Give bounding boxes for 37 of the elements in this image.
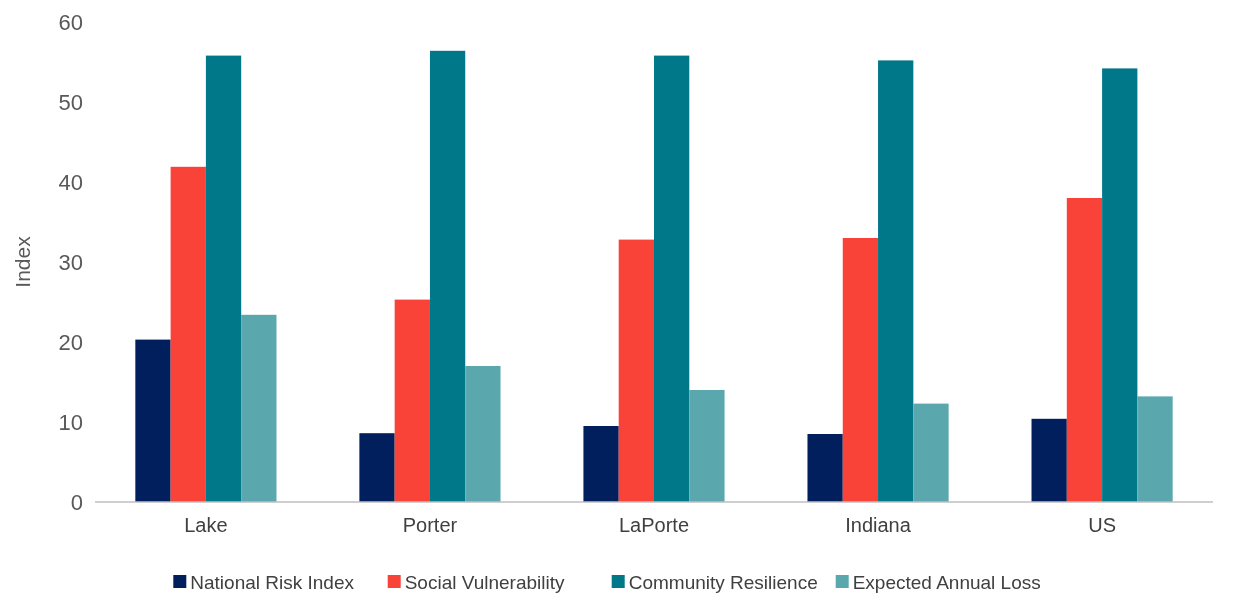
legend-label: National Risk Index bbox=[190, 571, 355, 593]
y-tick-label: 10 bbox=[58, 409, 83, 435]
y-tick-label: 40 bbox=[58, 169, 83, 195]
legend-label: Social Vulnerability bbox=[404, 571, 566, 593]
bar bbox=[205, 55, 242, 502]
bar bbox=[465, 366, 501, 502]
bar bbox=[394, 299, 430, 502]
bar bbox=[135, 339, 171, 502]
y-tick-label: 60 bbox=[58, 9, 83, 35]
legend-label: Community Resilience bbox=[628, 571, 818, 593]
x-tick-label: Lake bbox=[184, 514, 228, 536]
bar bbox=[1031, 418, 1067, 502]
bar bbox=[359, 433, 395, 502]
bar bbox=[1102, 68, 1138, 502]
bar bbox=[842, 238, 879, 502]
x-tick-label: Porter bbox=[402, 514, 458, 536]
bar bbox=[807, 434, 843, 502]
bar bbox=[1137, 396, 1173, 502]
legend-label: Expected Annual Loss bbox=[852, 571, 1041, 593]
y-tick-label: 50 bbox=[58, 89, 83, 115]
bar bbox=[1066, 198, 1103, 502]
x-tick-label: LaPorte bbox=[618, 514, 690, 536]
y-tick-label: 30 bbox=[58, 249, 83, 275]
bar bbox=[654, 55, 690, 502]
bar bbox=[618, 239, 654, 502]
bar bbox=[429, 50, 466, 502]
bar bbox=[689, 390, 725, 502]
y-axis-title: Index bbox=[11, 235, 34, 288]
y-tick-label: 0 bbox=[70, 489, 83, 515]
bar bbox=[241, 314, 277, 502]
x-tick-label: Indiana bbox=[845, 514, 912, 536]
x-tick-label: US bbox=[1088, 514, 1116, 536]
bar bbox=[583, 426, 619, 502]
bar bbox=[170, 166, 206, 502]
y-tick-label: 20 bbox=[58, 329, 83, 355]
bar bbox=[913, 403, 949, 502]
bar bbox=[878, 60, 914, 502]
